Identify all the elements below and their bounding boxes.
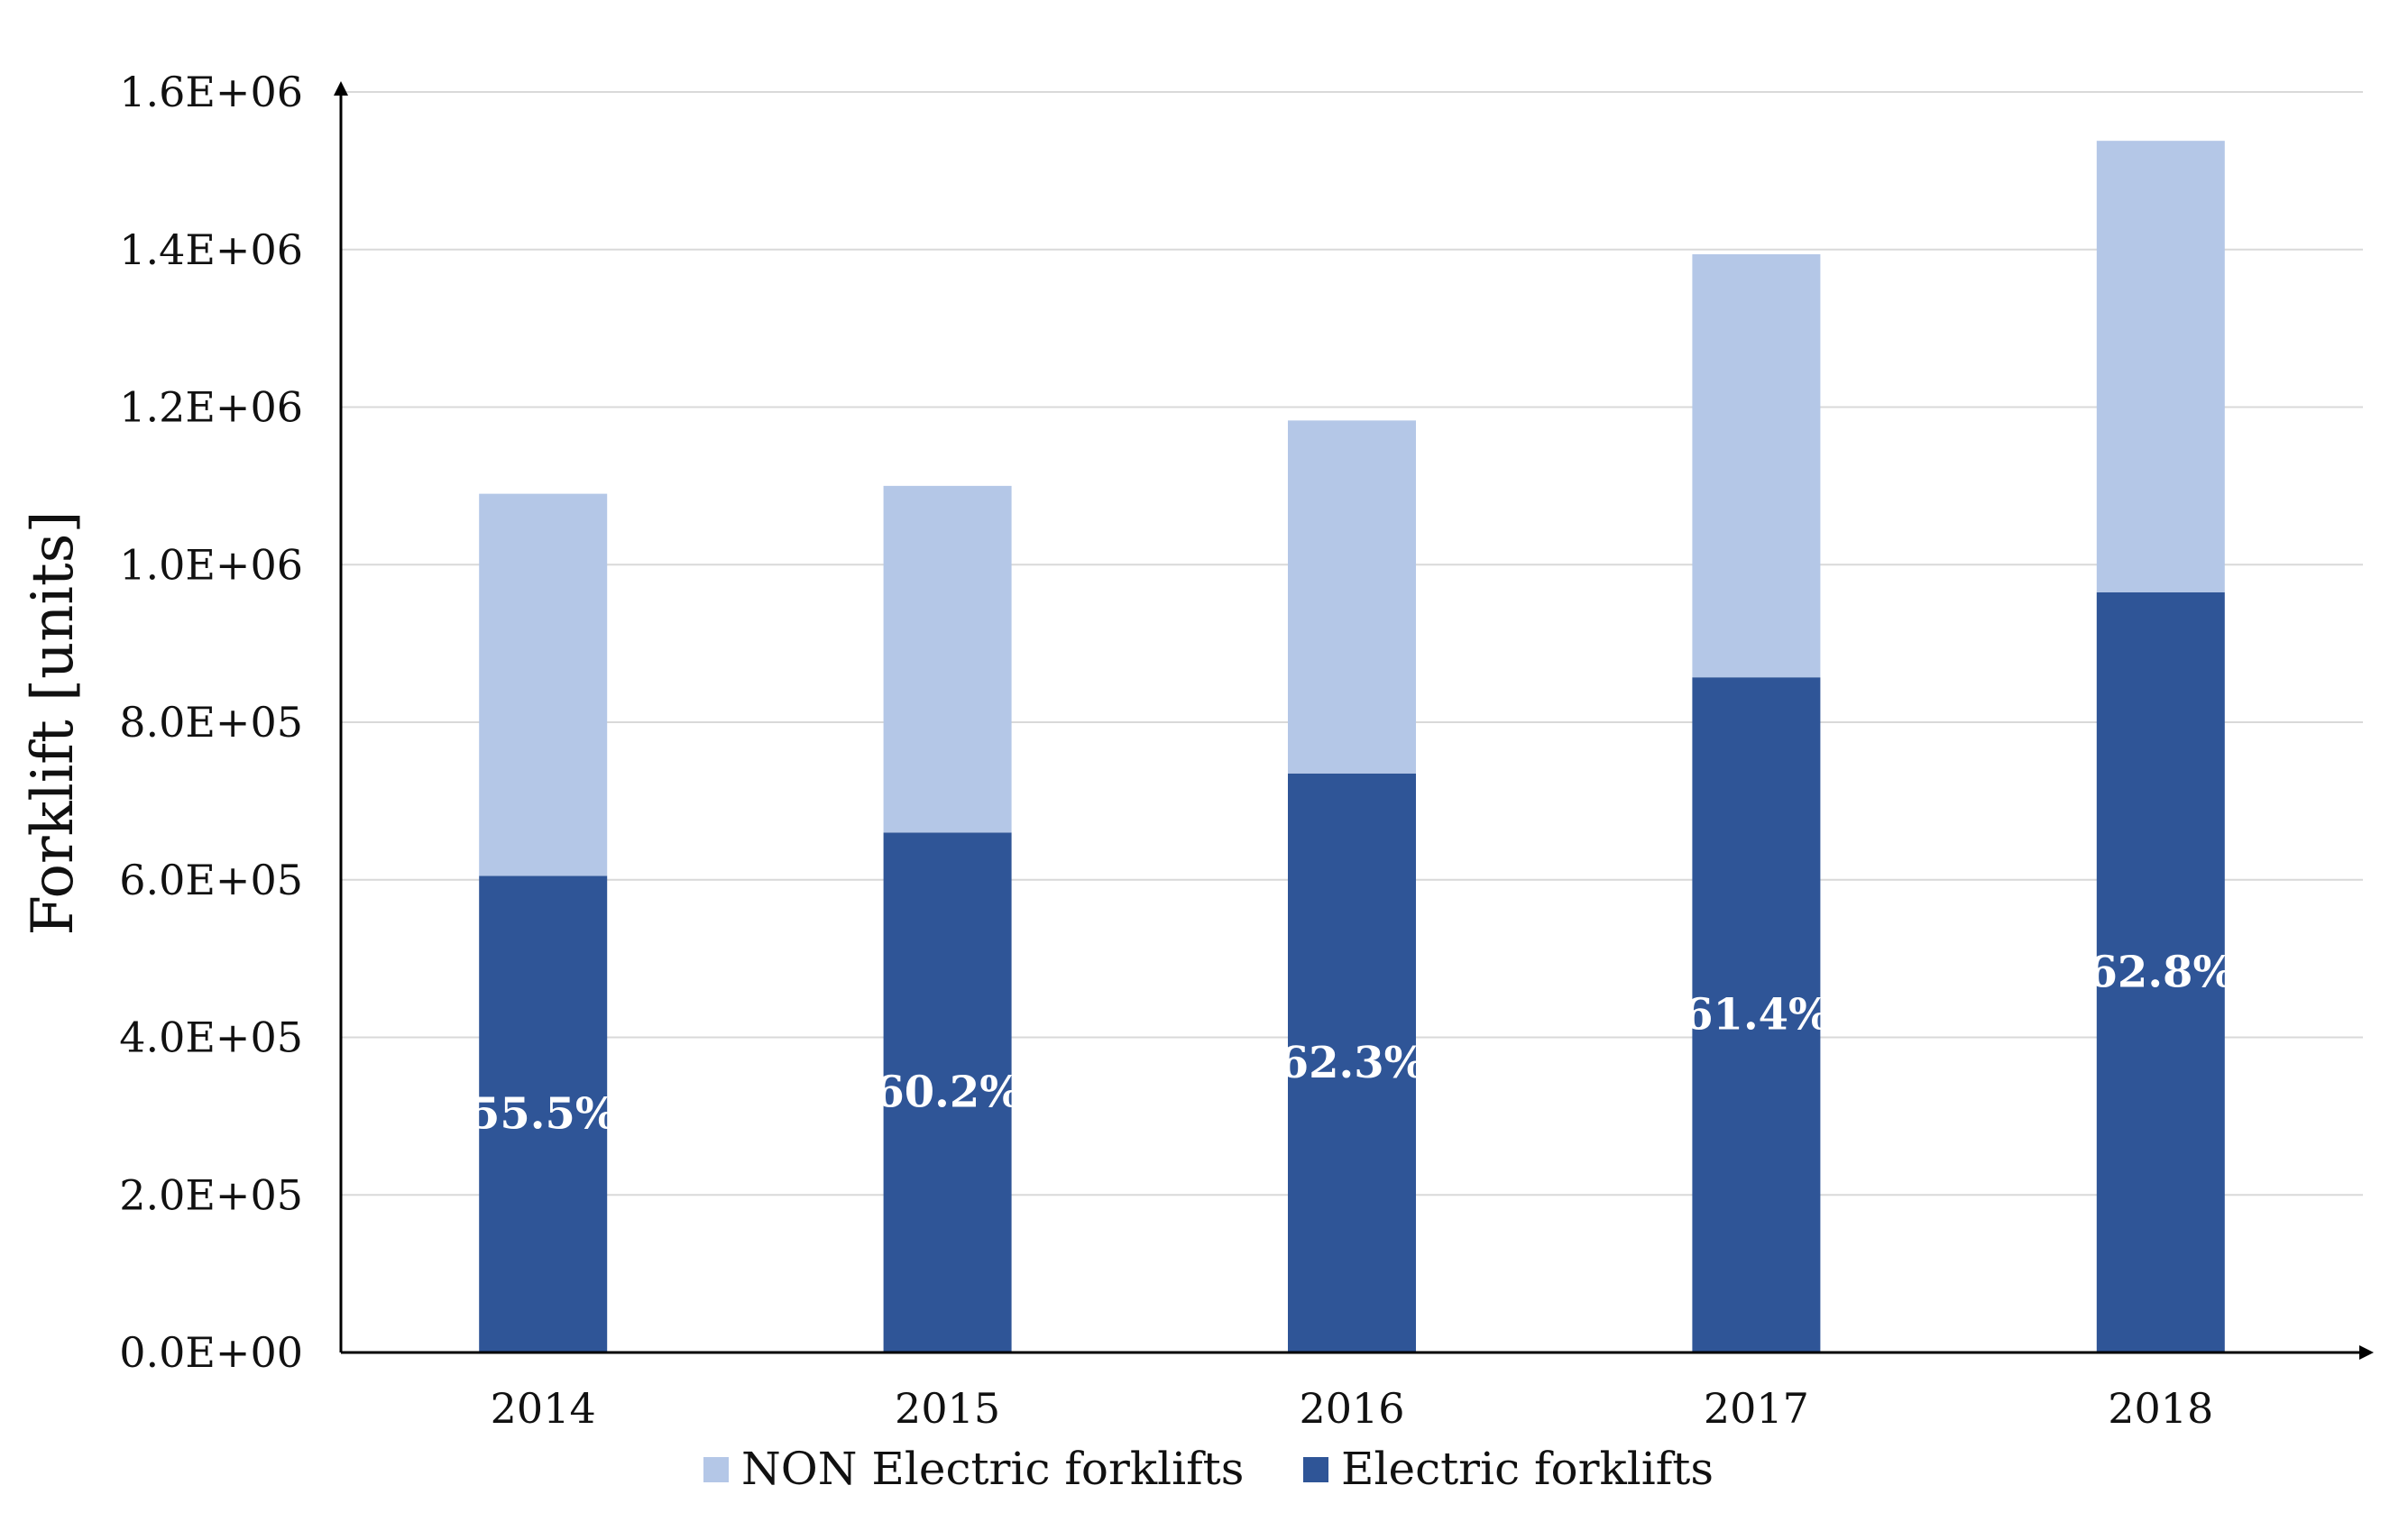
y-tick-label: 1.4E+06 bbox=[119, 225, 303, 274]
y-tick-label: 0.0E+00 bbox=[119, 1328, 303, 1377]
y-tick-label: 1.6E+06 bbox=[119, 68, 303, 116]
bar-electric bbox=[1692, 677, 1821, 1352]
bar-electric bbox=[883, 832, 1012, 1352]
y-tick-label: 1.0E+06 bbox=[119, 540, 303, 589]
x-tick-label: 2017 bbox=[1704, 1384, 1809, 1433]
y-tick-label: 4.0E+05 bbox=[119, 1013, 303, 1062]
tick-labels: 0.0E+00 2.0E+05 4.0E+05 6.0E+05 8.0E+05 1.0E+… bbox=[119, 68, 2213, 1433]
data-label: 55.5% bbox=[470, 1089, 617, 1140]
axes bbox=[334, 81, 2374, 1360]
bar-non-electric bbox=[1288, 420, 1416, 774]
legend-item-non-electric: NON Electric forklifts bbox=[741, 1443, 1244, 1495]
legend-item-electric: Electric forklifts bbox=[1341, 1443, 1714, 1495]
bar-non-electric bbox=[1692, 253, 1821, 678]
y-axis-title: Forklift [units] bbox=[20, 511, 87, 936]
y-tick-label: 6.0E+05 bbox=[119, 856, 303, 904]
legend-swatch bbox=[703, 1457, 729, 1482]
x-tick-label: 2015 bbox=[895, 1384, 1000, 1433]
x-axis-arrow bbox=[2359, 1345, 2374, 1360]
y-axis-arrow bbox=[334, 81, 348, 96]
y-tick-label: 8.0E+05 bbox=[119, 698, 303, 747]
legend-swatch bbox=[1303, 1457, 1328, 1482]
y-tick-label: 1.2E+06 bbox=[119, 383, 303, 432]
data-label: 61.4% bbox=[1683, 990, 1830, 1041]
x-tick-label: 2018 bbox=[2108, 1384, 2213, 1433]
data-label: 60.2% bbox=[874, 1068, 1021, 1118]
bar-electric bbox=[2096, 591, 2225, 1352]
data-label: 62.8% bbox=[2088, 947, 2235, 997]
x-tick-label: 2014 bbox=[491, 1384, 596, 1433]
bar-non-electric bbox=[479, 493, 608, 876]
legend: NON Electric forklifts Electric forklifts bbox=[703, 1443, 1714, 1495]
bar-non-electric bbox=[2096, 141, 2225, 592]
x-tick-label: 2016 bbox=[1299, 1384, 1404, 1433]
data-label: 62.3% bbox=[1279, 1038, 1426, 1088]
y-tick-label: 2.0E+05 bbox=[119, 1170, 303, 1219]
bar-electric bbox=[1288, 773, 1416, 1352]
bar-non-electric bbox=[883, 485, 1012, 833]
bars bbox=[479, 141, 2225, 1352]
data-labels: 55.5% 60.2% 62.3% 61.4% 62.8% bbox=[470, 947, 2234, 1139]
bar-electric bbox=[479, 876, 608, 1352]
